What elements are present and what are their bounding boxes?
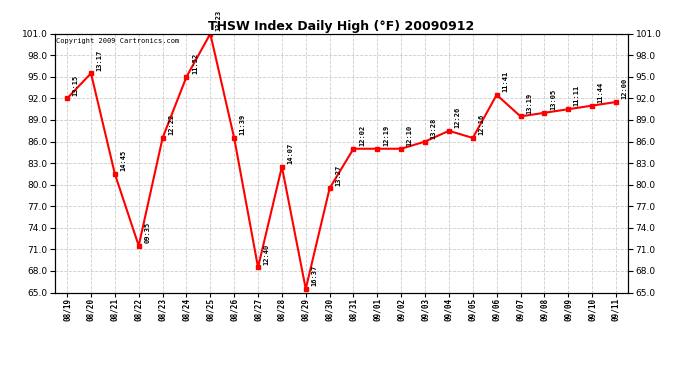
Title: THSW Index Daily High (°F) 20090912: THSW Index Daily High (°F) 20090912 (208, 20, 475, 33)
Text: 13:27: 13:27 (335, 164, 341, 186)
Text: 16:37: 16:37 (311, 265, 317, 286)
Text: 11:52: 11:52 (192, 53, 198, 74)
Text: 13:17: 13:17 (97, 49, 103, 70)
Text: 12:02: 12:02 (359, 125, 365, 146)
Text: 11:44: 11:44 (598, 82, 604, 103)
Text: 12:40: 12:40 (264, 243, 270, 265)
Text: 12:10: 12:10 (407, 125, 413, 146)
Text: 11:41: 11:41 (502, 71, 509, 92)
Text: 13:28: 13:28 (431, 117, 437, 139)
Text: 12:22: 12:22 (168, 114, 174, 135)
Text: 11:39: 11:39 (239, 114, 246, 135)
Text: 12:23: 12:23 (216, 10, 222, 31)
Text: 12:16: 12:16 (478, 114, 484, 135)
Text: 12:00: 12:00 (622, 78, 627, 99)
Text: 12:19: 12:19 (383, 125, 389, 146)
Text: 13:19: 13:19 (526, 92, 532, 114)
Text: 14:07: 14:07 (288, 143, 293, 164)
Text: 12:26: 12:26 (455, 107, 460, 128)
Text: 11:11: 11:11 (574, 85, 580, 106)
Text: 14:45: 14:45 (121, 150, 126, 171)
Text: Copyright 2009 Cartronics.com: Copyright 2009 Cartronics.com (57, 38, 179, 44)
Text: 13:05: 13:05 (550, 89, 556, 110)
Text: 13:15: 13:15 (72, 74, 79, 96)
Text: 09:35: 09:35 (144, 222, 150, 243)
